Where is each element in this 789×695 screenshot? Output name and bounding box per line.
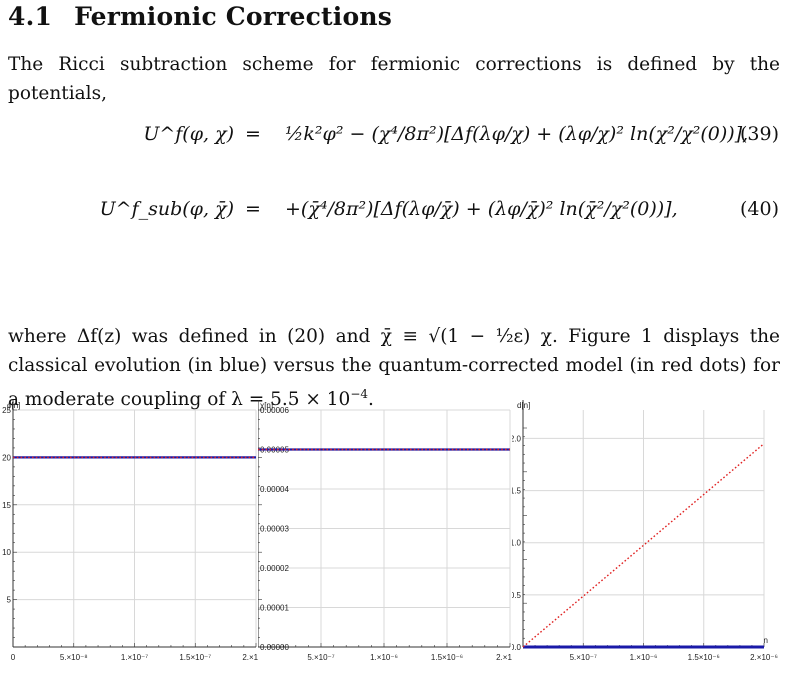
series-quantum-line <box>522 443 765 648</box>
equation-40-rhs: +(χ̄⁴/8π²)[Δf(λφ/χ̄) + (λφ/χ̄)² ln(χ̄²/χ… <box>285 198 678 220</box>
paragraph-intro: The Ricci subtraction scheme for fermion… <box>8 54 780 104</box>
x-tick-label: 0 <box>11 653 16 662</box>
x-tick-label: 1.5×10⁻⁶ <box>431 653 463 662</box>
equation-40-lhs: U^f_sub(φ, χ̄) <box>99 198 234 220</box>
paragraph-end: . <box>368 389 374 411</box>
equation-40: U^f_sub(φ, χ̄) = +(χ̄⁴/8π²)[Δf(λφ/χ̄) + … <box>0 180 789 250</box>
y-tick-label: 0.00000 <box>260 643 289 652</box>
equation-39-number: (39) <box>739 123 779 145</box>
y-axis-label: d[n] <box>517 401 530 410</box>
plot-d: 0.0 0.5 1.0 1.5 2.0 5.×10⁻⁷ 1.×10⁻⁶ 1.5×10⁻⁶ 2.×… <box>512 400 786 680</box>
paragraph-figure-description: where Δf(z) was defined in (20) and χ̄ ≡… <box>8 322 780 414</box>
equation-40-number: (40) <box>739 198 779 220</box>
y-tick-label: 0.5 <box>512 591 522 600</box>
section-number: 4.1 <box>8 2 53 31</box>
y-axis-label: χ[n] <box>260 401 273 410</box>
x-tick-label: 2.×10⁻⁶ <box>750 653 778 662</box>
equation-39-lhs: U^f(φ, χ) <box>143 123 234 145</box>
y-tick-label: 0.00003 <box>260 525 289 534</box>
y-tick-label: 1.5 <box>512 487 522 496</box>
y-tick-label: 0.0 <box>512 643 522 652</box>
x-tick-label: 2.×10⁻⁶ <box>496 653 512 662</box>
plot-chi-svg: 0.00000 0.00001 0.00002 0.00003 0.00004 0.000… <box>258 400 512 662</box>
y-tick-label: 0.00004 <box>260 485 289 494</box>
paragraph-exponent: −4 <box>350 387 369 401</box>
equation-40-equals: = <box>245 198 261 220</box>
plot-chi: 0.00000 0.00001 0.00002 0.00003 0.00004 0.000… <box>258 400 512 680</box>
y-tick-label: 0.00001 <box>260 604 289 613</box>
section-heading: 4.1 Fermionic Corrections <box>8 2 392 31</box>
equation-39-equals: = <box>245 123 261 145</box>
x-axis-label: n <box>764 636 768 645</box>
plot-phi-svg: 5 10 15 20 25 0 5.×10⁻⁸ 1.×10⁻⁷ 1.5×10⁻⁷ 2.×10⁻⁷ ϕ… <box>2 400 258 662</box>
x-tick-label: 5.×10⁻⁸ <box>60 653 88 662</box>
y-tick-label: 20 <box>2 453 11 462</box>
y-axis-label: ϕ[n] <box>7 401 20 410</box>
x-tick-label: 1.×10⁻⁷ <box>121 653 148 662</box>
equation-39: U^f(φ, χ) = ½k²φ² − (χ⁴/8π²)[Δf(λφ/χ) + … <box>0 105 789 175</box>
y-tick-label: 25 <box>2 406 11 415</box>
y-tick-label: 0.00002 <box>260 564 289 573</box>
plot-d-svg: 0.0 0.5 1.0 1.5 2.0 5.×10⁻⁷ 1.×10⁻⁶ 1.5×10⁻⁶ 2.×… <box>512 400 778 662</box>
y-tick-label: 10 <box>2 548 11 557</box>
section-title: Fermionic Corrections <box>74 2 392 31</box>
y-tick-label: 0.00006 <box>260 406 289 415</box>
y-tick-label: 15 <box>2 501 11 510</box>
x-tick-label: 1.5×10⁻⁷ <box>179 653 211 662</box>
y-tick-label: 2.0 <box>512 434 522 443</box>
x-tick-label: 2.×10⁻⁷ <box>242 653 258 662</box>
x-tick-label: 1.×10⁻⁶ <box>630 653 658 662</box>
y-tick-label: 5 <box>7 596 12 605</box>
plot-phi: 5 10 15 20 25 0 5.×10⁻⁸ 1.×10⁻⁷ 1.5×10⁻⁷ 2.×10⁻⁷ ϕ… <box>0 400 258 680</box>
equation-39-rhs: ½k²φ² − (χ⁴/8π²)[Δf(λφ/χ) + (λφ/χ)² ln(χ… <box>285 123 749 145</box>
y-tick-label: 1.0 <box>512 539 522 548</box>
x-tick-label: 5.×10⁻⁷ <box>570 653 597 662</box>
x-tick-label: 1.×10⁻⁶ <box>370 653 398 662</box>
x-tick-label: 1.5×10⁻⁶ <box>688 653 720 662</box>
x-tick-label: 5.×10⁻⁷ <box>307 653 334 662</box>
paragraph-text: where Δf(z) was defined in (20) and χ̄ ≡… <box>8 326 780 411</box>
